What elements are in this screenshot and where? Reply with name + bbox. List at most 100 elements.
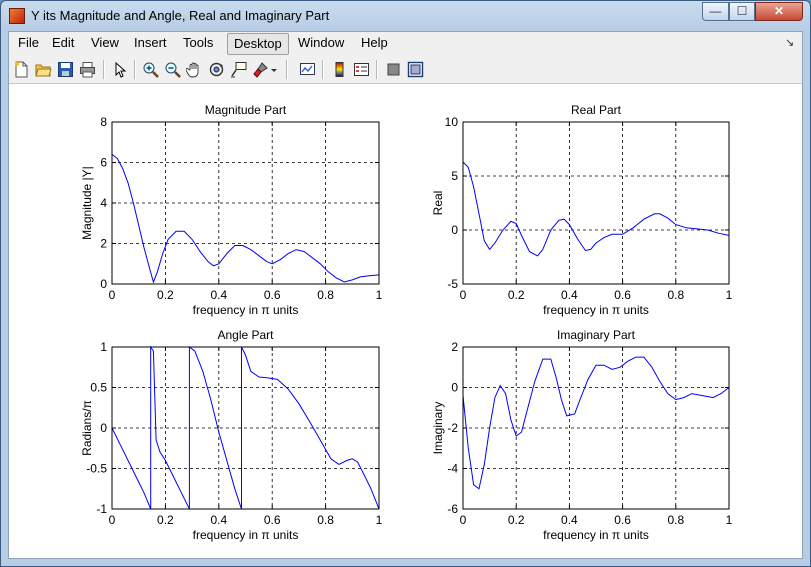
menu-view[interactable]: View	[91, 35, 119, 50]
figure-client-area: File Edit View Insert Tools Desktop Wind…	[8, 31, 803, 559]
data-cursor-icon[interactable]	[230, 61, 247, 78]
y-tick-label: 0	[100, 277, 107, 291]
menu-file[interactable]: File	[18, 35, 39, 50]
x-tick-label: 0.2	[157, 513, 174, 527]
y-tick-label: 0	[100, 421, 107, 435]
data-series-line-1	[111, 154, 380, 284]
axes-frame-4	[462, 346, 730, 510]
save-icon[interactable]	[57, 61, 74, 78]
x-tick-label: 0.4	[561, 288, 578, 302]
x-tick-label: 0.4	[210, 288, 227, 302]
y-tick-label: -6	[447, 502, 458, 516]
y-axis-label: Radians/π	[80, 400, 94, 456]
x-tick-label: 0	[109, 513, 116, 527]
link-plot-icon[interactable]	[299, 61, 316, 78]
chart-title: Angle Part	[217, 328, 274, 342]
x-tick-label: 0.6	[614, 288, 631, 302]
x-tick-label: 1	[376, 288, 383, 302]
x-tick-label: 1	[726, 513, 733, 527]
data-series-line-4	[462, 356, 730, 490]
brush-dropdown-icon[interactable]	[270, 61, 278, 78]
x-tick-label: 0	[109, 288, 116, 302]
y-tick-label: -0.5	[86, 462, 107, 476]
new-figure-icon[interactable]	[13, 61, 30, 78]
menu-help[interactable]: Help	[361, 35, 388, 50]
zoom-out-icon[interactable]	[164, 61, 181, 78]
zoom-in-icon[interactable]	[142, 61, 159, 78]
x-tick-label: 0.8	[317, 513, 334, 527]
menu-edit[interactable]: Edit	[52, 35, 75, 50]
x-tick-label: 1	[726, 288, 733, 302]
x-tick-label: 0	[460, 513, 467, 527]
y-tick-label: -4	[447, 462, 458, 476]
y-axis-label: Imaginary	[431, 402, 445, 455]
x-tick-label: 0.4	[561, 513, 578, 527]
axes-frame-3	[111, 346, 380, 510]
matlab-app-icon	[9, 8, 25, 24]
axes-background-2	[463, 122, 729, 284]
toolbar-separator	[322, 60, 324, 79]
rotate-3d-icon[interactable]	[208, 61, 225, 78]
x-axis-label: frequency in π units	[193, 303, 299, 317]
close-button[interactable]: ✕	[755, 2, 803, 21]
toolbar-separator	[286, 60, 288, 79]
maximize-button[interactable]: ☐	[729, 2, 755, 21]
x-tick-label: 1	[376, 513, 383, 527]
show-plot-tools-icon[interactable]	[407, 61, 424, 78]
title-bar[interactable]: Y its Magnitude and Angle, Real and Imag…	[1, 1, 810, 31]
pan-hand-icon[interactable]	[186, 61, 203, 78]
axes-frame-1	[111, 121, 380, 285]
figure-toolbar	[9, 56, 802, 84]
x-tick-label: 0.8	[317, 288, 334, 302]
y-tick-label: 5	[451, 169, 458, 183]
legend-icon[interactable]	[353, 61, 370, 78]
y-tick-label: 0	[451, 381, 458, 395]
toolbar-separator	[103, 60, 105, 79]
print-icon[interactable]	[79, 61, 96, 78]
y-tick-label: 10	[445, 115, 459, 129]
open-file-icon[interactable]	[35, 61, 52, 78]
y-tick-label: -2	[447, 421, 458, 435]
menu-window[interactable]: Window	[298, 35, 345, 50]
y-tick-label: 2	[451, 340, 458, 354]
y-tick-label: 1	[100, 340, 107, 354]
x-tick-label: 0.6	[264, 288, 281, 302]
menu-dock-arrow-icon[interactable]: ↘	[785, 37, 795, 49]
y-tick-label: 8	[100, 115, 107, 129]
x-axis-label: frequency in π units	[193, 528, 299, 542]
edit-plot-arrow-icon[interactable]	[111, 61, 128, 78]
x-tick-label: 0.2	[508, 513, 525, 527]
minimize-button[interactable]: —	[702, 2, 729, 21]
y-axis-label: Real	[431, 191, 445, 216]
menu-insert[interactable]: Insert	[134, 35, 167, 50]
brush-icon[interactable]	[252, 61, 269, 78]
y-tick-label: 6	[100, 156, 107, 170]
chart-title: Real Part	[571, 103, 622, 117]
toolbar-separator	[376, 60, 378, 79]
y-tick-label: 0.5	[90, 381, 107, 395]
x-tick-label: 0	[460, 288, 467, 302]
window-bottom-frame	[1, 559, 810, 566]
colorbar-icon[interactable]	[331, 61, 348, 78]
y-tick-label: 0	[451, 223, 458, 237]
x-tick-label: 0.6	[264, 513, 281, 527]
menu-bar: File Edit View Insert Tools Desktop Wind…	[9, 32, 802, 56]
x-tick-label: 0.8	[667, 288, 684, 302]
x-tick-label: 0.4	[210, 513, 227, 527]
y-tick-label: 2	[100, 237, 107, 251]
menu-desktop[interactable]: Desktop	[227, 33, 289, 55]
chart-title: Magnitude Part	[205, 103, 287, 117]
x-axis-label: frequency in π units	[543, 303, 649, 317]
y-tick-label: -1	[96, 502, 107, 516]
menu-tools[interactable]: Tools	[183, 35, 214, 50]
figure-canvas: 0 0.2 0.4 0.6 0.8 1 0 2 4 6 8 Magnitude Part frequen…	[9, 84, 802, 558]
hide-plot-tools-icon[interactable]	[385, 61, 402, 78]
x-tick-label: 0.2	[157, 288, 174, 302]
y-axis-label: Magnitude |Y|	[80, 166, 94, 240]
y-tick-label: 4	[100, 196, 107, 210]
x-axis-label: frequency in π units	[543, 528, 649, 542]
data-series-line-3	[111, 345, 380, 510]
axes-frame-2	[462, 121, 730, 285]
toolbar-separator	[134, 60, 136, 79]
